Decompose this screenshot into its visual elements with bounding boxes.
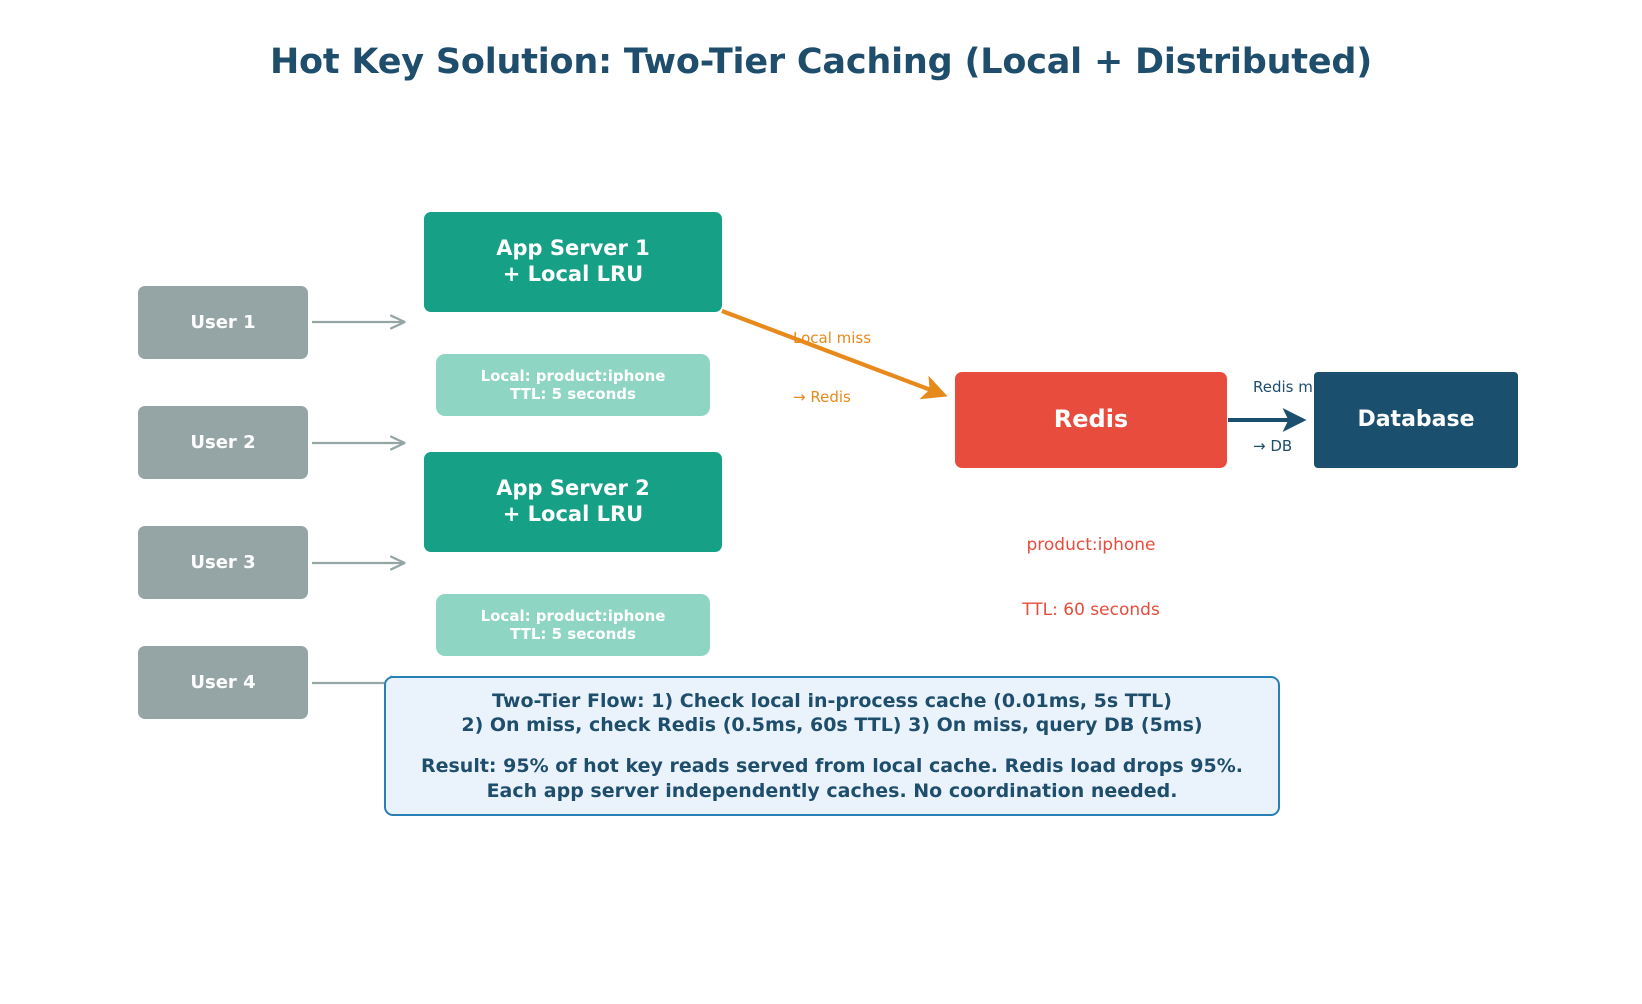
summary-line-2: 2) On miss, check Redis (0.5ms, 60s TTL)… <box>461 714 1203 737</box>
node-redis-label: Redis <box>1053 405 1129 434</box>
node-user-3-label: User 3 <box>190 551 256 573</box>
node-local-cache-1-line1: Local: product:iphone <box>480 366 666 385</box>
node-app-server-1-line1: App Server 1 <box>496 236 650 261</box>
redis-caption-line1: product:iphone <box>1026 534 1156 555</box>
node-app-server-1[interactable]: App Server 1 + Local LRU <box>424 212 722 312</box>
edge-label-local-miss-line1: Local miss <box>793 329 872 347</box>
summary-line-1: Two-Tier Flow: 1) Check local in-process… <box>492 689 1172 712</box>
node-app-server-2[interactable]: App Server 2 + Local LRU <box>424 452 722 552</box>
node-local-cache-1[interactable]: Local: product:iphone TTL: 5 seconds <box>436 354 710 416</box>
node-local-cache-2[interactable]: Local: product:iphone TTL: 5 seconds <box>436 594 710 656</box>
redis-caption-line2: TTL: 60 seconds <box>1022 599 1160 620</box>
node-app-server-2-line2: + Local LRU <box>502 502 644 526</box>
page-title: Hot Key Solution: Two-Tier Caching (Loca… <box>269 42 1373 82</box>
node-redis[interactable]: Redis <box>955 372 1227 468</box>
edge-label-local-miss-line2: → Redis <box>793 387 851 406</box>
node-app-server-1-line2: + Local LRU <box>502 262 644 286</box>
node-user-4[interactable]: User 4 <box>138 646 308 719</box>
node-user-1-label: User 1 <box>190 311 256 333</box>
node-user-4-label: User 4 <box>190 671 256 693</box>
edge-label-redis-miss-line2: → DB <box>1253 436 1293 455</box>
summary-line-4: Each app server independently caches. No… <box>486 779 1178 802</box>
node-local-cache-2-line1: Local: product:iphone <box>480 606 666 625</box>
edge-label-local-miss: Local miss → Redis <box>793 290 871 446</box>
node-local-cache-2-line2: TTL: 5 seconds <box>510 625 636 643</box>
summary-box: Two-Tier Flow: 1) Check local in-process… <box>384 676 1280 816</box>
node-database[interactable]: Database <box>1314 372 1518 468</box>
edge-label-redis-miss: Redis miss → DB <box>1253 339 1333 495</box>
node-user-3[interactable]: User 3 <box>138 526 308 599</box>
redis-ttl-caption: product:iphone TTL: 60 seconds <box>955 491 1227 665</box>
node-user-2[interactable]: User 2 <box>138 406 308 479</box>
node-app-server-2-line1: App Server 2 <box>496 476 650 501</box>
node-user-2-label: User 2 <box>190 431 256 453</box>
node-database-label: Database <box>1357 406 1475 432</box>
node-user-1[interactable]: User 1 <box>138 286 308 359</box>
node-local-cache-1-line2: TTL: 5 seconds <box>510 385 636 403</box>
summary-line-3: Result: 95% of hot key reads served from… <box>420 755 1243 777</box>
edge-label-redis-miss-line1: Redis miss <box>1253 378 1333 396</box>
